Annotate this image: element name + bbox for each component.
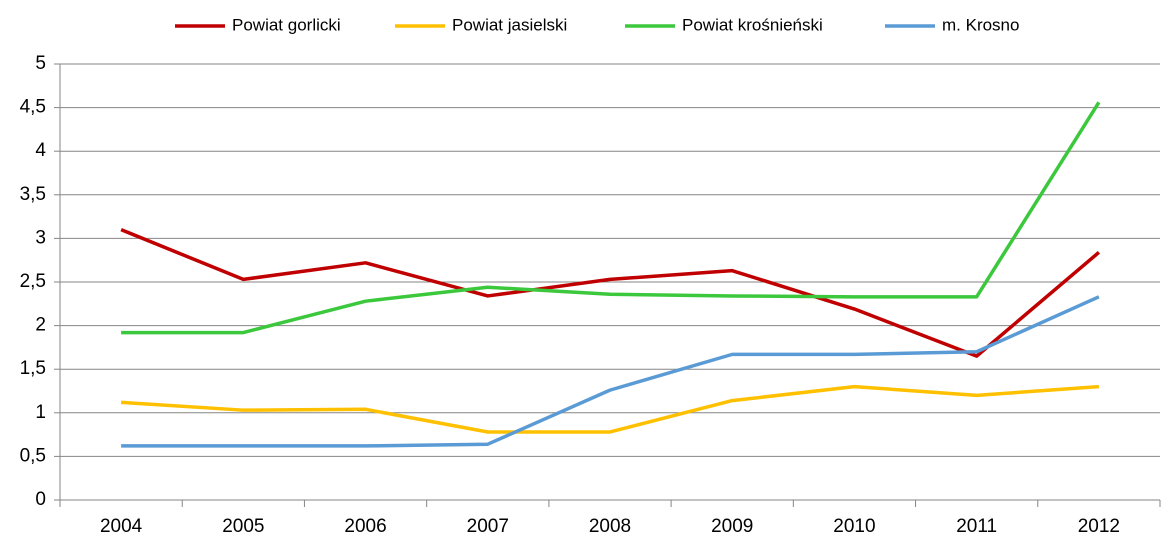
x-tick-label: 2009	[711, 516, 753, 537]
legend-label: Powiat krośnieński	[682, 15, 823, 34]
x-tick-label: 2008	[589, 516, 631, 537]
legend-label: m. Krosno	[942, 15, 1019, 34]
y-tick-label: 2	[35, 315, 46, 336]
x-tick-label: 2007	[467, 516, 509, 537]
y-tick-label: 3,5	[20, 184, 46, 205]
x-tick-label: 2012	[1078, 516, 1120, 537]
y-tick-label: 0,5	[20, 445, 46, 466]
series-line	[121, 295, 1100, 448]
y-tick-label: 4	[35, 140, 46, 161]
series-line	[121, 101, 1101, 335]
x-tick-label: 2004	[100, 516, 143, 537]
legend-label: Powiat gorlicki	[232, 15, 341, 34]
x-tick-label: 2005	[222, 516, 264, 537]
series-line	[120, 228, 1101, 358]
legend: Powiat gorlicki Powiat jasielski Powiat kr…	[175, 15, 1019, 34]
x-tick-label: 2006	[344, 516, 386, 537]
y-tick-label: 4,5	[20, 97, 46, 118]
y-tick-label: 2,5	[20, 271, 46, 292]
y-tick-label: 1	[35, 402, 46, 423]
y-tick-label: 3	[35, 227, 46, 248]
series-line	[120, 384, 1100, 434]
legend-label: Powiat jasielski	[452, 15, 567, 34]
y-tick-label: 5	[35, 53, 46, 74]
y-tick-label: 0	[35, 489, 46, 510]
y-tick-label: 1,5	[20, 358, 46, 379]
x-tick-label: 2010	[833, 516, 875, 537]
x-tick-label: 2011	[956, 516, 997, 537]
